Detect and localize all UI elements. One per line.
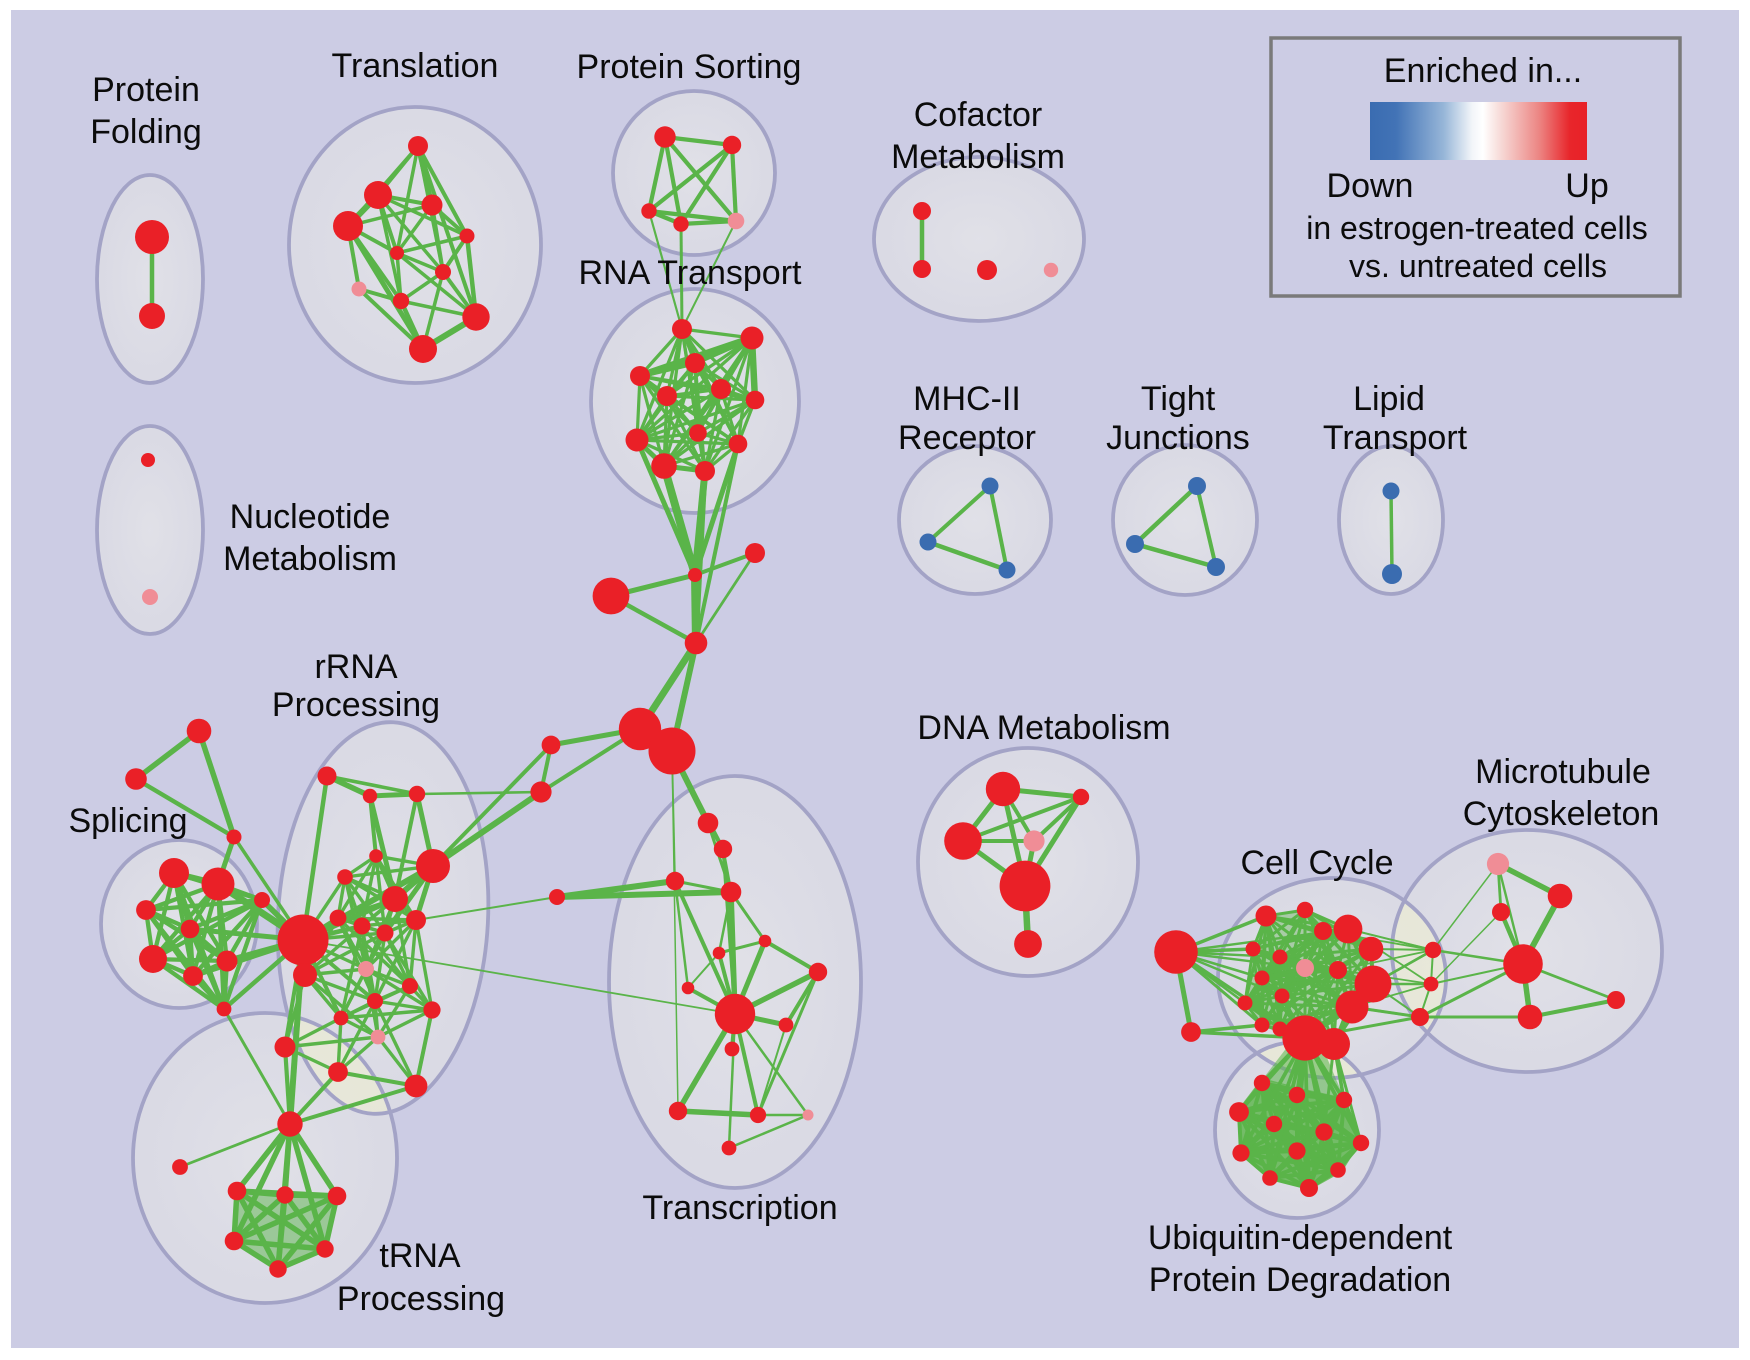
svg-text:Cofactor: Cofactor [914,96,1043,134]
svg-text:DNA Metabolism: DNA Metabolism [917,709,1170,747]
svg-text:Receptor: Receptor [898,419,1036,457]
svg-text:Transcription: Transcription [642,1189,837,1227]
svg-text:Metabolism: Metabolism [891,138,1065,176]
svg-text:vs. untreated cells: vs. untreated cells [1349,248,1607,284]
svg-text:Down: Down [1327,167,1414,205]
svg-text:RNA Transport: RNA Transport [579,254,803,292]
svg-text:Transport: Transport [1323,419,1468,457]
svg-text:Splicing: Splicing [68,802,187,840]
svg-text:tRNA: tRNA [379,1237,461,1275]
svg-text:Cell Cycle: Cell Cycle [1240,844,1393,882]
svg-text:Metabolism: Metabolism [223,540,397,578]
svg-text:Microtubule: Microtubule [1475,753,1651,791]
svg-text:MHC-II: MHC-II [913,380,1021,418]
svg-text:Folding: Folding [90,113,202,151]
svg-text:in estrogen-treated cells: in estrogen-treated cells [1306,210,1648,246]
svg-text:Junctions: Junctions [1106,419,1250,457]
svg-text:Tight: Tight [1141,380,1216,418]
svg-text:Up: Up [1565,167,1608,205]
svg-text:Ubiquitin-dependent: Ubiquitin-dependent [1148,1219,1453,1257]
svg-text:Enriched in...: Enriched in... [1384,52,1582,90]
svg-text:Translation: Translation [332,47,499,85]
svg-text:rRNA: rRNA [314,648,397,686]
svg-text:Protein: Protein [92,71,200,109]
svg-text:Protein Sorting: Protein Sorting [577,48,802,86]
svg-text:Cytoskeleton: Cytoskeleton [1463,795,1660,833]
svg-text:Processing: Processing [337,1280,505,1318]
svg-text:Processing: Processing [272,686,440,724]
svg-text:Lipid: Lipid [1353,380,1425,418]
svg-text:Protein Degradation: Protein Degradation [1149,1261,1451,1299]
svg-text:Nucleotide: Nucleotide [230,498,391,536]
